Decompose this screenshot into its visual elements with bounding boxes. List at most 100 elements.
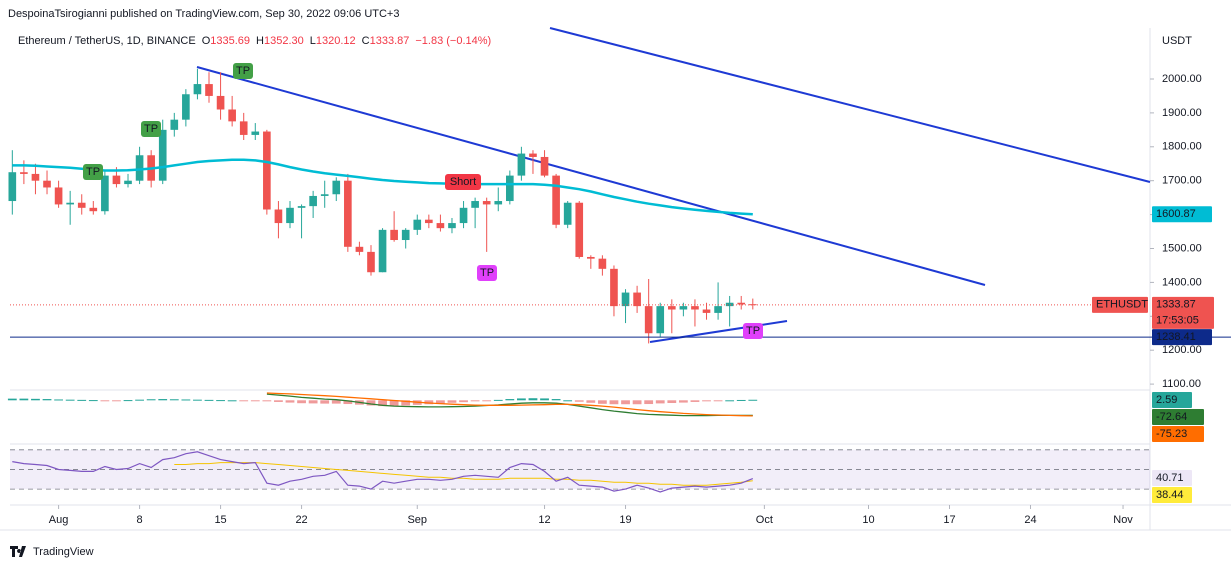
candle-body <box>448 223 456 229</box>
macd-signal-line <box>266 392 753 417</box>
y-tick-label: 2000.00 <box>1162 73 1202 85</box>
x-tick-label: Aug <box>49 514 69 526</box>
macd-signal-label-box <box>1152 426 1204 442</box>
hline-label-box <box>1152 329 1212 346</box>
annotation-box <box>141 121 161 137</box>
macd-histogram-bar <box>563 400 573 402</box>
x-tick-label: 12 <box>538 514 550 526</box>
macd-line-label-box <box>1152 409 1204 425</box>
candle-body <box>610 268 618 307</box>
candle-body <box>344 180 352 247</box>
macd-histogram-bar <box>493 399 503 401</box>
macd-histogram-bar <box>135 399 144 401</box>
macd-histogram-bar <box>505 399 515 401</box>
candle-body <box>621 292 630 307</box>
macd-histogram-bar <box>690 400 700 402</box>
macd-histogram-bar <box>88 400 98 402</box>
macd-histogram-bar <box>482 400 492 402</box>
candle-body <box>679 306 688 310</box>
rsi-ma-label-box <box>1152 487 1192 503</box>
candle-body <box>748 304 757 306</box>
annotation: TP <box>236 65 250 77</box>
candle-body <box>471 201 479 208</box>
candle-body <box>20 172 28 174</box>
candle-body <box>251 131 260 135</box>
macd-histogram-bar <box>320 400 330 404</box>
candle-body <box>320 194 329 196</box>
macd-histogram-bar <box>146 399 156 401</box>
candle-body <box>413 219 422 230</box>
macd-histogram-bar <box>401 400 411 406</box>
currency: USDT <box>1162 35 1192 47</box>
candle-body <box>8 172 17 202</box>
macd-signal-label: -75.23 <box>1156 428 1187 440</box>
candle-body <box>575 202 584 257</box>
annotation: Short <box>450 176 476 188</box>
x-tick-label: Oct <box>756 514 773 526</box>
candle-body <box>239 121 248 135</box>
candle-body <box>228 109 236 122</box>
macd-histogram-bar <box>274 400 283 402</box>
candle-body <box>31 173 40 181</box>
candle-body <box>286 207 294 224</box>
macd-histogram-bar <box>19 398 29 401</box>
candle-body <box>667 306 676 310</box>
annotation: TP <box>144 123 158 135</box>
macd-histogram-bar <box>667 400 677 403</box>
macd-histogram-label-box <box>1152 392 1192 408</box>
macd-histogram-bar <box>470 400 480 402</box>
candle-body <box>725 302 734 307</box>
macd-histogram-bar <box>193 399 202 401</box>
macd-histogram-bar <box>609 400 619 405</box>
y-tick-label: 1100.00 <box>1162 378 1201 390</box>
symbol-label: ETHUSDT <box>1096 299 1148 311</box>
candle-body <box>332 180 341 195</box>
hline-label: 1238.41 <box>1156 331 1196 343</box>
macd-histogram-bar <box>748 399 758 401</box>
candle-body <box>112 175 121 185</box>
candle-body <box>66 202 74 205</box>
ohlc-key: O <box>202 35 211 47</box>
candle-body <box>216 95 225 110</box>
candle-body <box>691 306 699 310</box>
macd-histogram-bar <box>158 399 168 401</box>
last-price: 1333.87 <box>1156 299 1196 311</box>
macd-histogram-bar <box>100 400 110 402</box>
macd-histogram-bar <box>112 400 121 402</box>
macd-histogram-bar <box>204 399 214 401</box>
logo-icon <box>10 546 26 557</box>
candle-body <box>517 153 526 176</box>
trend-line <box>196 66 986 286</box>
macd-histogram-bar <box>389 400 399 406</box>
macd-histogram-bar <box>378 400 387 407</box>
macd-histogram-bar <box>574 400 584 402</box>
macd-histogram-bar <box>597 400 607 404</box>
candle-body <box>158 129 167 181</box>
annotation: TP <box>746 325 760 337</box>
macd-histogram-bar <box>436 400 445 404</box>
candle-body <box>135 155 144 181</box>
y-tick-label: 1900.00 <box>1162 107 1202 119</box>
candle-body <box>309 195 317 207</box>
y-tick-label: 1800.00 <box>1162 141 1202 153</box>
countdown: 17:53:05 <box>1156 315 1199 327</box>
candle-body <box>563 202 572 225</box>
candle-body <box>494 201 503 205</box>
candle-body <box>459 207 468 224</box>
ohlc-key: C <box>362 35 370 47</box>
symbol-name: Ethereum / TetherUS, 1D, BINANCE <box>18 35 196 47</box>
macd-macd-line <box>266 393 753 417</box>
y-tick-label: 1200.00 <box>1162 344 1202 356</box>
y-tick-label: 1500.00 <box>1162 242 1202 254</box>
candle-body <box>378 229 387 273</box>
y-tick-label: 1400.00 <box>1162 276 1202 288</box>
macd-histogram-bar <box>528 398 538 401</box>
macd-histogram-bar <box>517 398 526 401</box>
candle-body <box>101 175 109 212</box>
ohlc-key: L <box>310 35 316 47</box>
candle-body <box>425 219 433 224</box>
ohlc-key: H <box>256 35 264 47</box>
rsi-label-box <box>1152 470 1192 486</box>
